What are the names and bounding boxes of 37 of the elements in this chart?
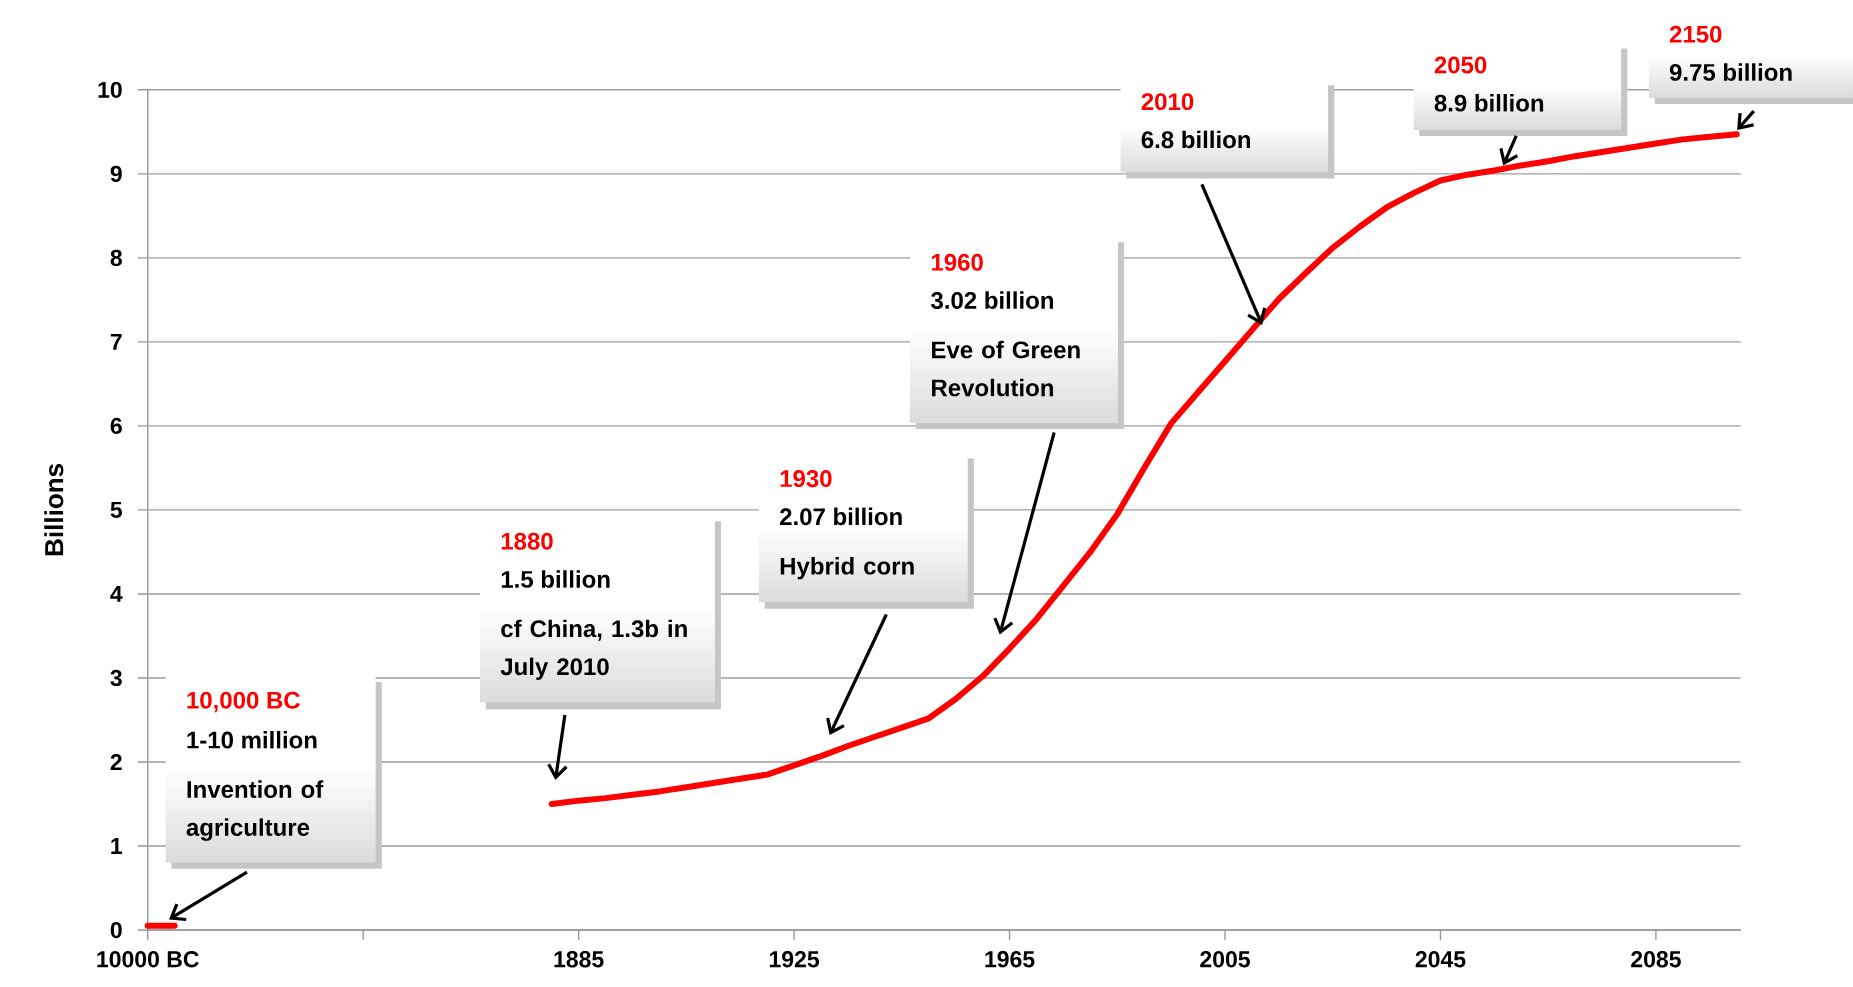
y-tick-label: 4 <box>110 586 123 602</box>
y-tick-label: 8 <box>110 249 122 266</box>
y-tick-label: 7 <box>110 333 122 350</box>
x-tick-label: 1925 <box>769 951 820 968</box>
annotation: 2.07 billion <box>780 507 902 526</box>
annotation: 1960 <box>931 253 983 271</box>
annotation: Hybrid corn <box>780 557 914 580</box>
y-tick-label: 1 <box>111 838 123 854</box>
y-tick-label: 5 <box>110 501 123 518</box>
y-tick-label: 2 <box>110 753 122 771</box>
y-tick-label: 6 <box>110 417 122 435</box>
annotation: Eve of Green Revolution <box>932 340 1080 397</box>
annotation: 3.02 billion <box>931 291 1053 309</box>
annotation: 10,000 BC <box>187 691 300 713</box>
y-tick-label: 3 <box>110 669 122 687</box>
annotation: cf China, 1.3b in July 2010 <box>500 619 687 681</box>
text: 2150 <box>1669 25 1722 43</box>
x-tick-label: 10000 BC <box>97 951 199 968</box>
annotation: 2010 <box>1141 93 1194 111</box>
x-tick-label: 2005 <box>1200 951 1250 968</box>
annotation: 1880 <box>501 532 553 550</box>
annotation: 6.8 billion <box>1141 130 1251 149</box>
annotation: 8.9 billion <box>1434 94 1544 112</box>
y-tick-label: 10 <box>98 81 122 98</box>
x-tick-label: 1885 <box>554 951 604 968</box>
annotation: 1930 <box>780 470 832 488</box>
y-tick-label: 0 <box>110 921 122 939</box>
y-axis-title: Billions <box>44 464 64 556</box>
annotation: 1.5 billion <box>501 570 610 588</box>
text: 2050 <box>1434 56 1487 74</box>
x-tick-label: 2085 <box>1631 951 1681 968</box>
x-tick-label: 1965 <box>985 951 1035 968</box>
text: 9.75 billion <box>1669 63 1792 81</box>
y-tick-label: 9 <box>110 165 122 182</box>
annotation: Invention of agriculture <box>186 780 324 841</box>
x-tick-label: 2045 <box>1415 951 1466 968</box>
annotation: 1-10 million <box>187 730 317 749</box>
